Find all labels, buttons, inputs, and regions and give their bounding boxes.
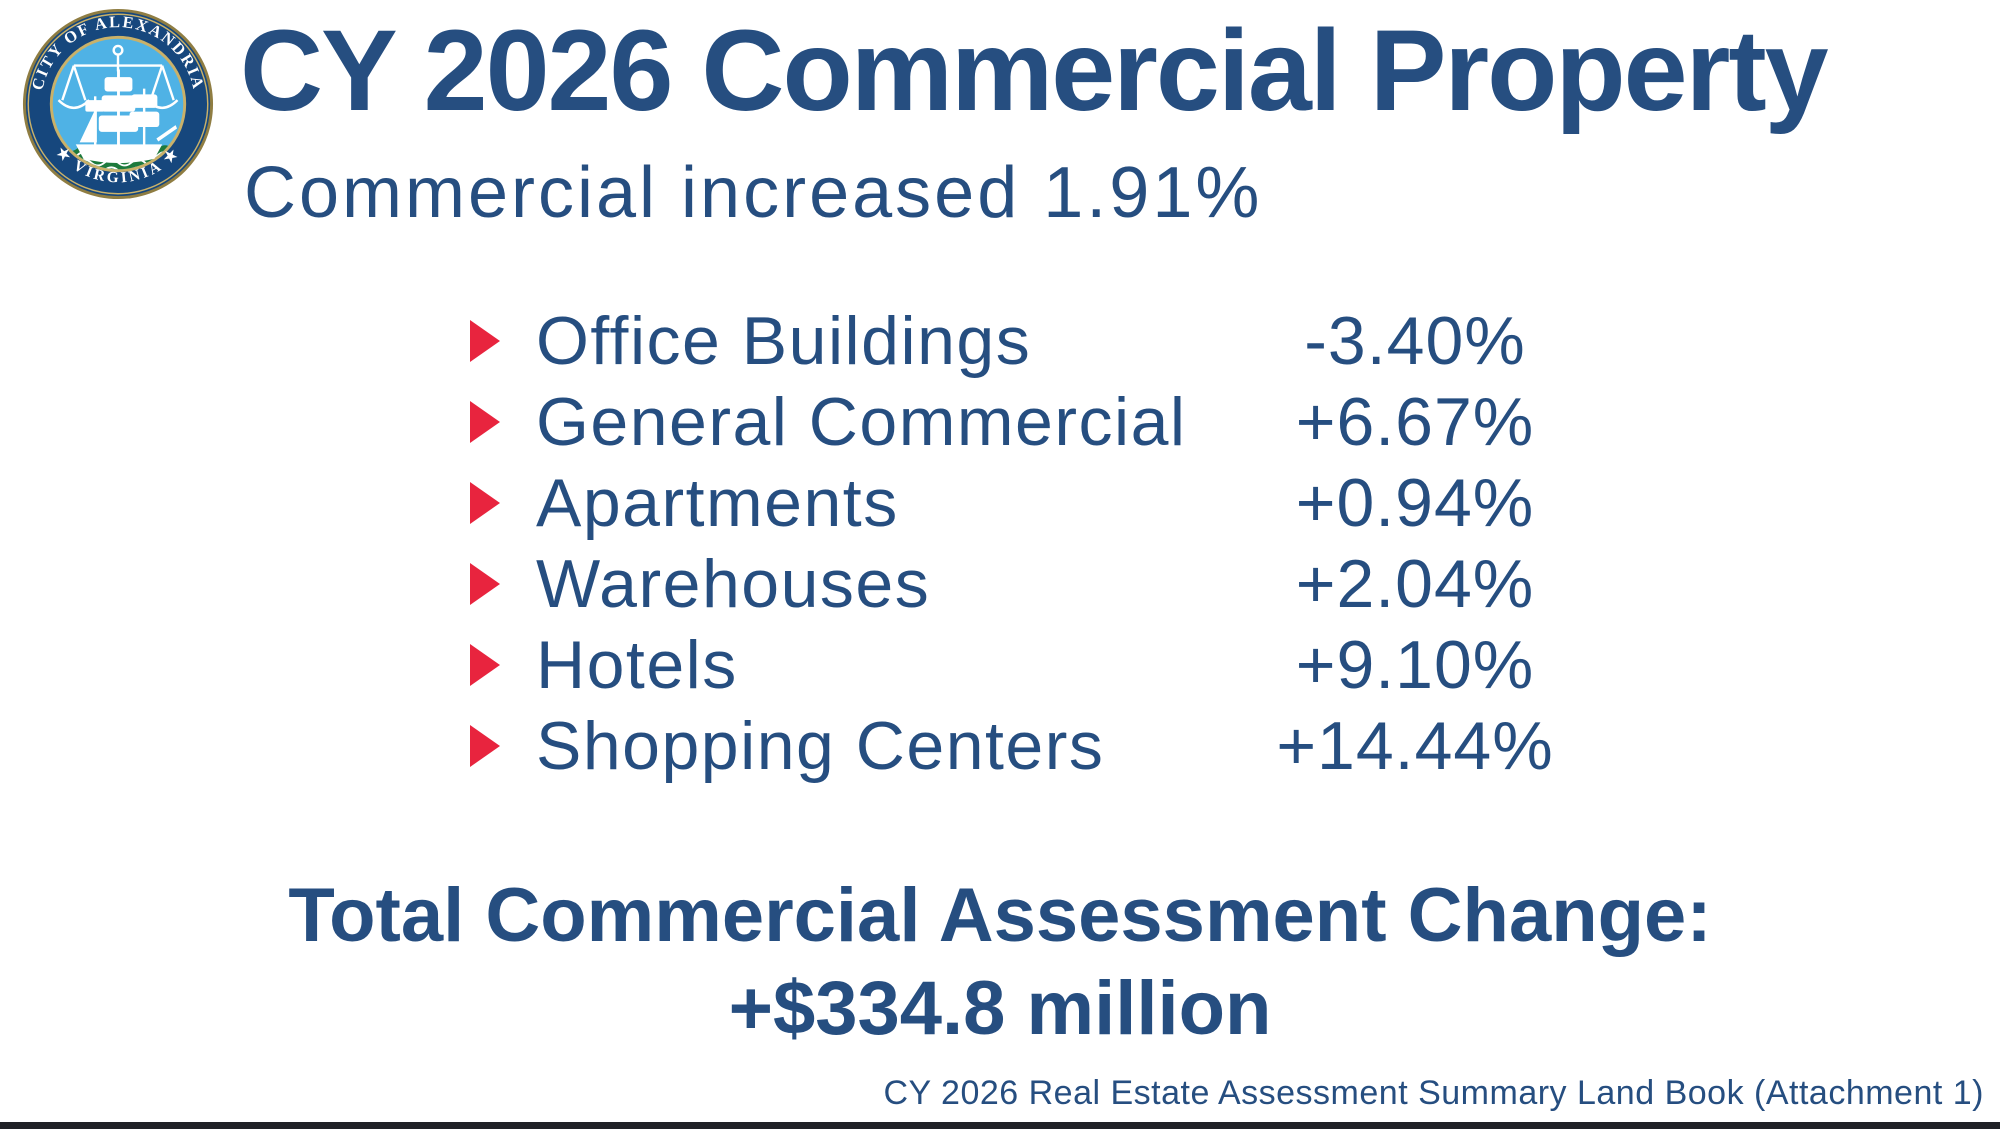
triangle-bullet-icon [470, 400, 500, 443]
total-change-amount: +$334.8 million [728, 965, 1272, 1051]
triangle-bullet-icon [470, 643, 500, 686]
property-type-label: Warehouses [536, 545, 931, 622]
change-percent-value: -3.40% [1304, 302, 1526, 379]
city-of-alexandria-seal-logo: CITY OF ALEXANDRIA ★ VIRGINIA ★ [22, 8, 214, 200]
triangle-bullet-icon [470, 481, 500, 524]
slide-title: CY 2026 Commercial Property [240, 7, 1829, 135]
ship-icon [75, 69, 178, 164]
slide-subtitle: Commercial increased 1.91% [244, 153, 1263, 233]
bottom-accent-bar [0, 1122, 2000, 1129]
property-type-label: General Commercial [536, 383, 1187, 460]
list-item-apartments: Apartments +0.94% [470, 462, 1565, 543]
property-type-label: Shopping Centers [536, 707, 1105, 784]
change-percent-value: +9.10% [1295, 626, 1535, 703]
total-change-label: Total Commercial Assessment Change: [288, 873, 1712, 958]
list-item-shopping-centers: Shopping Centers +14.44% [470, 705, 1565, 786]
change-percent-value: +0.94% [1295, 464, 1535, 541]
list-item-warehouses: Warehouses +2.04% [470, 543, 1565, 624]
seal-icon: CITY OF ALEXANDRIA ★ VIRGINIA ★ [22, 8, 214, 200]
change-percent-value: +6.67% [1295, 383, 1535, 460]
source-attribution: CY 2026 Real Estate Assessment Summary L… [883, 1074, 1984, 1112]
list-item-office-buildings: Office Buildings -3.40% [470, 300, 1565, 381]
property-type-label: Apartments [536, 464, 899, 541]
list-item-hotels: Hotels +9.10% [470, 624, 1565, 705]
property-type-label: Office Buildings [536, 302, 1032, 379]
property-type-label: Hotels [536, 626, 738, 703]
total-assessment-change: Total Commercial Assessment Change: +$33… [0, 870, 2000, 1055]
triangle-bullet-icon [470, 724, 500, 767]
triangle-bullet-icon [470, 562, 500, 605]
change-percent-value: +2.04% [1295, 545, 1535, 622]
property-change-list: Office Buildings -3.40% General Commerci… [470, 300, 1565, 786]
list-item-general-commercial: General Commercial +6.67% [470, 381, 1565, 462]
change-percent-value: +14.44% [1276, 707, 1554, 784]
triangle-bullet-icon [470, 319, 500, 362]
